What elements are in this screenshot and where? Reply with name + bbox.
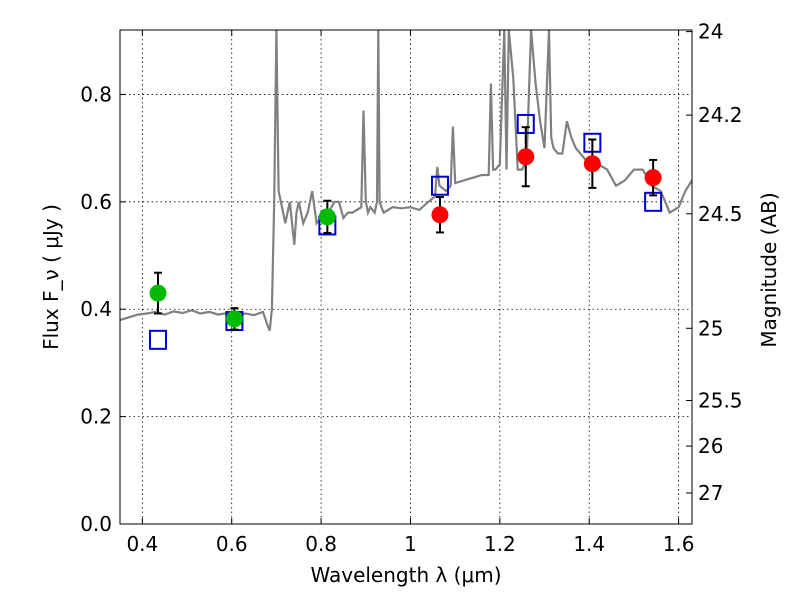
observed-point bbox=[431, 206, 449, 224]
y-tick-label: 0.2 bbox=[80, 405, 112, 429]
model-spectrum bbox=[120, 30, 692, 332]
spectrum-line bbox=[120, 30, 692, 332]
right-tick-label: 24.5 bbox=[698, 202, 743, 226]
right-tick-label: 24.2 bbox=[698, 103, 743, 127]
x-tick-label: 0.8 bbox=[305, 532, 337, 556]
right-tick-label: 25 bbox=[698, 316, 723, 340]
right-tick-label: 26 bbox=[698, 434, 723, 458]
x-tick-label: 0.4 bbox=[126, 532, 158, 556]
data-points bbox=[148, 113, 663, 350]
grid-lines bbox=[120, 30, 692, 525]
y-tick-label: 0.0 bbox=[80, 512, 112, 536]
observed-point bbox=[318, 208, 336, 226]
x-tick-label: 0.6 bbox=[216, 532, 248, 556]
x-tick-label: 1.6 bbox=[663, 532, 695, 556]
plot-frame bbox=[119, 29, 693, 525]
model-square-marker bbox=[430, 175, 449, 196]
x-tick-label: 1.4 bbox=[573, 532, 605, 556]
y-tick-label: 0.8 bbox=[80, 82, 112, 106]
observed-point bbox=[644, 169, 662, 187]
x-tick-label: 1 bbox=[404, 532, 417, 556]
y-tick-label: 0.4 bbox=[80, 297, 112, 321]
right-tick-label: 24 bbox=[698, 20, 723, 44]
observed-point bbox=[517, 148, 535, 166]
x-tick-label: 1.2 bbox=[484, 532, 516, 556]
model-square-marker bbox=[148, 329, 167, 350]
right-axis-label: Magnitude (AB) bbox=[757, 192, 781, 347]
y-axis-label: Flux F_ν ( μJy ) bbox=[39, 204, 63, 350]
observed-point bbox=[149, 284, 167, 302]
axis-ticks: 0.4 0.6 0.8 1 1.2 1.4 1.6 0.0 0.2 0.4 0.6 0.8 24 24.2… bbox=[80, 20, 742, 556]
y-tick-label: 0.6 bbox=[80, 190, 112, 214]
x-axis-label: Wavelength λ (μm) bbox=[310, 563, 501, 587]
observed-point bbox=[583, 155, 601, 173]
right-tick-label: 27 bbox=[698, 481, 723, 505]
right-tick-label: 25.5 bbox=[698, 389, 743, 413]
observed-point bbox=[225, 310, 243, 328]
